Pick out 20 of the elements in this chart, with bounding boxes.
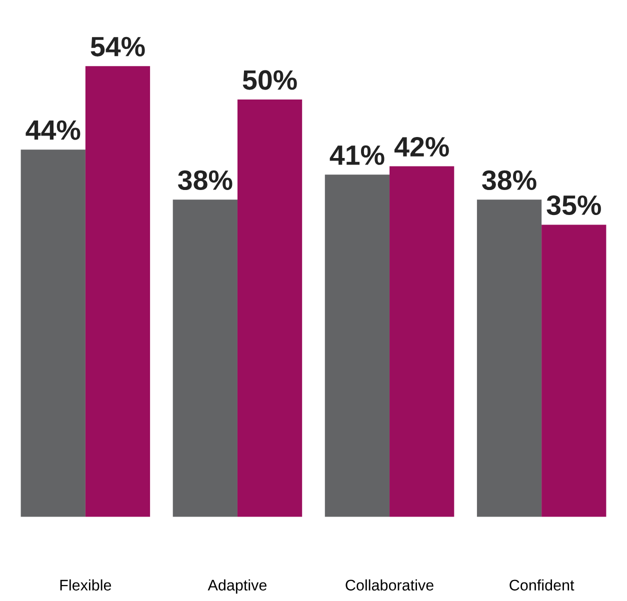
data-label: 35% — [546, 195, 601, 216]
data-label: 38% — [178, 170, 232, 190]
data-label: 54% — [90, 36, 145, 56]
data-label: 42% — [394, 136, 449, 157]
x-tick-label: Collaborative — [346, 579, 434, 591]
bar — [85, 66, 150, 517]
bar — [237, 100, 302, 517]
x-tick-label: Adaptive — [208, 579, 267, 594]
bar — [476, 200, 542, 517]
bar — [324, 174, 390, 517]
data-label: 44% — [26, 120, 80, 140]
x-tick-label: Flexible — [60, 579, 112, 591]
data-label: 38% — [482, 170, 536, 190]
bar — [172, 200, 238, 517]
data-label: 41% — [330, 145, 384, 165]
bar — [390, 166, 454, 517]
data-label: 50% — [242, 70, 297, 90]
bar — [542, 224, 606, 517]
bar — [20, 150, 86, 517]
x-tick-label: Confident — [510, 579, 574, 591]
